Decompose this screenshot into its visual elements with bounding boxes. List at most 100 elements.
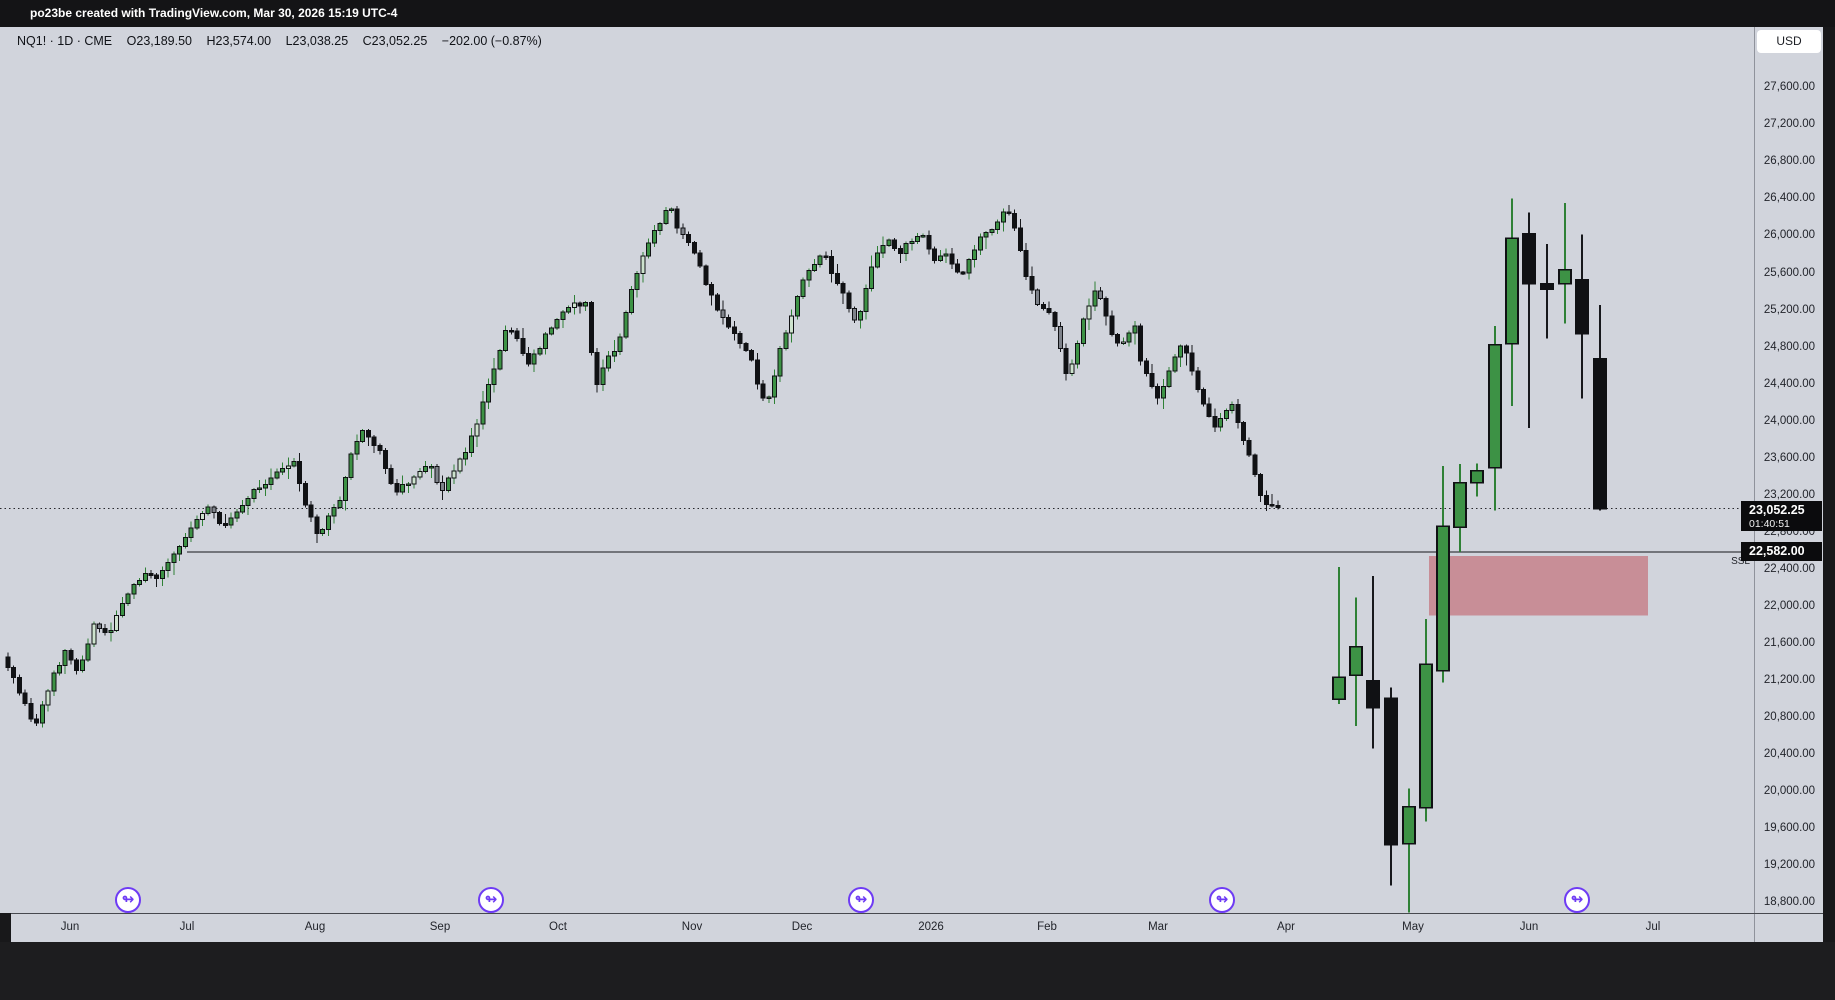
candle-body-up: [445, 477, 451, 491]
candle-body-up: [91, 623, 97, 645]
current-price-value: 23,052.25: [1749, 502, 1805, 517]
candle-body-up: [909, 240, 915, 245]
candle-body-up: [1332, 676, 1346, 701]
price-tick: 19,600.00: [1763, 822, 1816, 835]
candle-body-up: [337, 499, 343, 508]
time-tick-jun: Jun: [1519, 921, 1539, 933]
candle-body-up: [405, 483, 411, 487]
candle-body-up: [1229, 403, 1235, 412]
candle-body-up: [491, 368, 497, 385]
time-tick-nov: Nov: [681, 921, 703, 933]
candle-body-up: [417, 471, 423, 478]
candle-body-up: [989, 229, 995, 233]
candle-body-down: [148, 573, 154, 576]
candle-body-up: [171, 553, 177, 564]
candle-body-up: [1126, 332, 1132, 343]
candle-body-up: [863, 287, 869, 313]
candle-body-up: [903, 243, 909, 255]
replay-jump-marker-icon[interactable]: ↬: [1209, 887, 1235, 913]
candle-body-up: [1223, 410, 1229, 419]
currency-toggle-button[interactable]: USD: [1757, 30, 1821, 53]
candle-body-up: [1069, 363, 1075, 374]
candle-body-down: [749, 350, 755, 361]
candle-body-down: [737, 333, 743, 344]
candle-body-up: [560, 311, 566, 321]
time-tick-feb: Feb: [1037, 921, 1057, 933]
candle-body-up: [320, 529, 326, 535]
candle-body-up: [634, 272, 640, 291]
candle-body-down: [674, 208, 680, 229]
ssl-annotation-text[interactable]: SSL: [1731, 555, 1750, 567]
replay-jump-marker-icon[interactable]: ↬: [115, 887, 141, 913]
replay-jump-marker-icon[interactable]: ↬: [1564, 887, 1590, 913]
candle-body-down: [955, 263, 961, 273]
candle-body-up: [497, 350, 503, 370]
candle-body-up: [480, 401, 486, 425]
candle-body-up: [114, 615, 120, 632]
price-tick: 22,000.00: [1763, 599, 1816, 612]
price-tick: 27,200.00: [1763, 118, 1816, 131]
candle-body-up: [646, 242, 652, 257]
chart-pane[interactable]: [0, 27, 1754, 913]
candle-body-up: [142, 573, 148, 581]
candle-body-up: [800, 279, 806, 298]
time-tick-sep: Sep: [429, 921, 451, 933]
candle-body-up: [1488, 343, 1502, 469]
candle-body-down: [588, 301, 594, 353]
candle-body-up: [274, 471, 280, 479]
candle-body-up: [165, 562, 171, 571]
candle-body-down: [949, 253, 955, 265]
time-tick-may: May: [1402, 921, 1424, 933]
price-tick: 26,000.00: [1763, 229, 1816, 242]
candle-body-up: [983, 231, 989, 238]
candle-body-up: [611, 350, 617, 357]
candle-body-down: [371, 436, 377, 447]
candle-body-up: [159, 569, 165, 579]
candle-body-down: [1269, 504, 1275, 507]
candle-body-down: [34, 718, 40, 724]
price-tick: 24,800.00: [1763, 340, 1816, 353]
time-tick-jul: Jul: [1645, 921, 1661, 933]
candle-body-down: [1195, 370, 1201, 391]
candle-body-down: [720, 309, 726, 318]
candle-body-up: [205, 506, 211, 515]
replay-jump-marker-icon[interactable]: ↬: [478, 887, 504, 913]
candle-body-down: [743, 342, 749, 352]
time-axis[interactable]: Jun Jul Aug Sep Oct Nov Dec 2026 Feb Mar Apr May Jun…: [11, 914, 1754, 942]
candle-body-up: [1470, 469, 1484, 484]
candle-body-up: [783, 332, 789, 349]
supply-zone-box: [1429, 555, 1648, 616]
candle-body-up: [342, 477, 348, 501]
candle-body-up: [251, 488, 257, 499]
replay-jump-marker-icon[interactable]: ↬: [848, 887, 874, 913]
price-axis[interactable]: 27,600.00 27,200.00 26,800.00 26,400.00 26,0…: [1754, 27, 1823, 942]
candle-body-down: [154, 574, 160, 579]
candle-body-up: [977, 236, 983, 251]
candle-body-up: [1419, 663, 1433, 809]
candle-body-down: [1258, 474, 1264, 497]
candle-body-up: [45, 690, 51, 706]
candle-body-up: [1132, 325, 1138, 334]
candle-body-down: [709, 283, 715, 296]
candle-body-up: [39, 704, 45, 724]
candle-body-up: [869, 266, 875, 289]
attribution-bar: po23be created with TradingView.com, Mar…: [0, 0, 1835, 27]
price-tick: 21,600.00: [1763, 636, 1816, 649]
candle-body-up: [874, 252, 880, 268]
price-tick: 24,400.00: [1763, 377, 1816, 390]
bar-countdown: 01:40:51: [1749, 517, 1790, 530]
symbol-title[interactable]: NQ1! · 1D · CME: [17, 34, 113, 48]
time-tick-jun: Jun: [60, 921, 80, 933]
candle-body-up: [1172, 356, 1178, 372]
candle-body-down: [1575, 279, 1589, 335]
candle-body-up: [628, 289, 634, 313]
candle-body-up: [1453, 481, 1467, 528]
candle-body-down: [829, 256, 835, 274]
candle-body-down: [5, 656, 11, 669]
symbol-ohlc-row: NQ1! · 1D · CME O23,189.50 H23,574.00 L2…: [17, 27, 553, 55]
candle-body-down: [383, 450, 389, 470]
candle-body-up: [1080, 318, 1086, 345]
candlestick-plot[interactable]: [0, 27, 1754, 913]
candle-body-up: [1086, 305, 1092, 320]
candle-body-down: [1143, 360, 1149, 375]
